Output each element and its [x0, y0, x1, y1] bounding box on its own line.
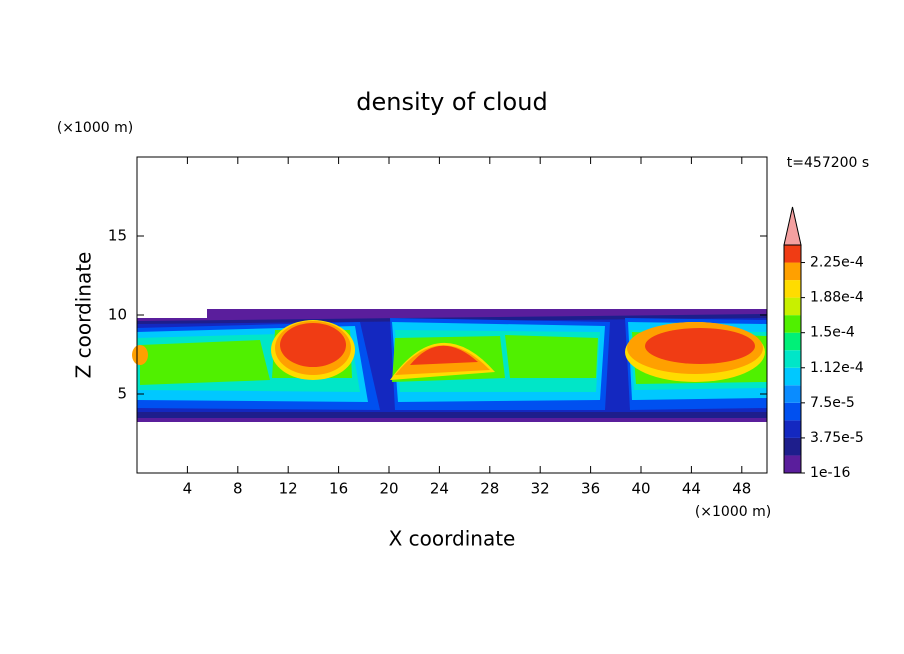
colorbar-band — [784, 367, 801, 386]
x-tick-label: 8 — [233, 480, 243, 498]
x-tick-label: 44 — [682, 480, 701, 498]
contour-field — [132, 309, 767, 422]
colorbar-band — [784, 245, 801, 263]
x-axis-label: X coordinate — [389, 527, 516, 551]
colorbar-label: 7.5e-5 — [810, 395, 855, 411]
y-tick-label: 5 — [117, 385, 127, 403]
colorbar-band — [784, 420, 801, 438]
time-label: t=457200 s — [787, 155, 869, 171]
x-unit: (×1000 m) — [695, 504, 771, 520]
colorbar-band — [784, 297, 801, 316]
y-tick-label: 15 — [108, 227, 127, 245]
chart-title: density of cloud — [356, 88, 547, 116]
x-tick-label: 32 — [531, 480, 550, 498]
colorbar-label: 1e-16 — [810, 465, 850, 481]
x-tick-label: 12 — [279, 480, 298, 498]
colorbar-band — [784, 437, 801, 456]
y-axis-label: Z coordinate — [72, 252, 96, 379]
y-tick-label: 10 — [108, 306, 127, 324]
x-tick-label: 16 — [329, 480, 348, 498]
colorbar-extend — [783, 206, 802, 246]
colorbar-label: 1.88e-4 — [810, 290, 864, 306]
colorbar-band — [784, 280, 801, 298]
colorbar-band — [784, 350, 801, 368]
x-tick-label: 48 — [732, 480, 751, 498]
colorbar-band — [784, 332, 801, 351]
colorbar-frame — [783, 244, 802, 474]
colorbar-band — [784, 315, 801, 333]
x-tick-label: 40 — [631, 480, 650, 498]
colorbar-band — [784, 262, 801, 281]
x-tick-label: 28 — [480, 480, 499, 498]
colorbar-label: 2.25e-4 — [810, 255, 864, 271]
colorbar-label: 3.75e-5 — [810, 430, 864, 446]
y-unit: (×1000 m) — [57, 120, 133, 136]
x-tick-label: 4 — [183, 480, 193, 498]
colorbar-label: 1.12e-4 — [810, 360, 864, 376]
colorbar-band — [784, 385, 801, 403]
x-tick-label: 20 — [379, 480, 398, 498]
colorbar-band — [784, 455, 801, 473]
colorbar-label: 1.5e-4 — [810, 325, 855, 341]
colorbar-band — [784, 402, 801, 421]
x-tick-label: 36 — [581, 480, 600, 498]
x-tick-label: 24 — [430, 480, 449, 498]
